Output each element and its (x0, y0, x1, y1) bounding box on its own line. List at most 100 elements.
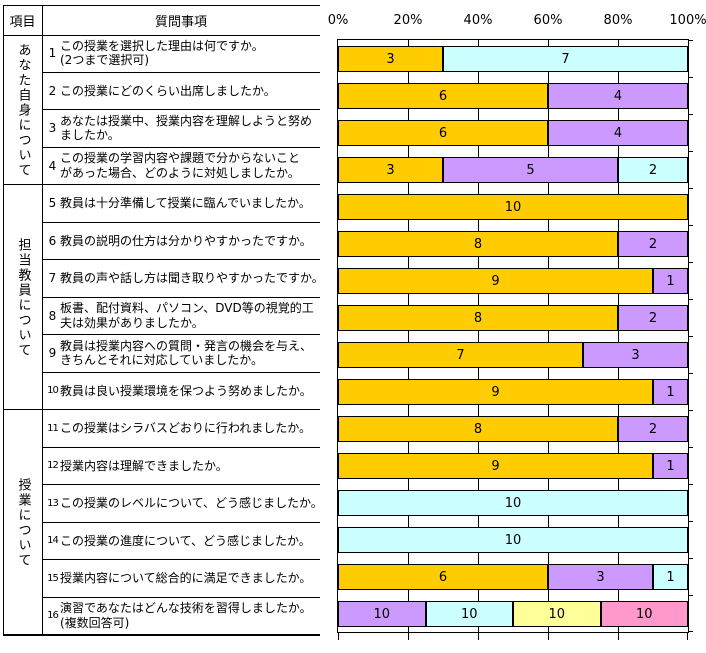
bar-segment: 5 (443, 157, 618, 183)
value-axis-tick (408, 632, 409, 640)
question-row: 12 授業内容は理解できましたか。 (43, 448, 320, 485)
question-number: 7 (48, 271, 57, 286)
bar-row: 10 (338, 490, 688, 516)
axis-tick-label: 100% (669, 13, 706, 28)
bar-segment: 10 (338, 527, 688, 553)
question-row: 10 教員は良い授業環境を保つよう努めましたか。 (43, 373, 320, 410)
question-text-line: あなたは授業中、授業内容を理解しようと努め (60, 113, 313, 128)
value-axis-tick (618, 632, 619, 640)
bar-segment: 3 (338, 157, 443, 183)
category-axis-tick (688, 262, 693, 263)
question-number: 1 (48, 46, 57, 61)
question-row: 6 教員の説明の仕方は分かりやすかったですか。 (43, 223, 320, 260)
question-text-line: 夫は効果がありましたか。 (60, 315, 204, 330)
segment-value-label: 7 (456, 347, 465, 363)
question-table: 項目 質問事項 あなた自身について 担当教員について 授業について 1 この授業を選択… (3, 5, 324, 636)
question-text-line: 板書、配付資料、パソコン、DVD等の視覚的工 (60, 301, 314, 316)
question-text-line: 授業内容について総合的に満足できましたか。 (60, 571, 312, 585)
question-text-line: ましたか。 (60, 128, 120, 143)
category-axis-tick (688, 631, 693, 632)
segment-value-label: 2 (648, 236, 658, 252)
category-axis-tick (688, 114, 693, 115)
axis-tick-label: 0% (327, 13, 349, 28)
segment-value-label: 7 (561, 51, 570, 67)
segment-value-label: 10 (504, 532, 522, 548)
question-text: 教員の声や話し方は聞き取りやすかったですか。 (60, 271, 324, 286)
segment-value-label: 9 (491, 458, 500, 474)
axis-tick-label: 80% (603, 13, 633, 28)
value-axis-tick (548, 632, 549, 640)
axis-tick-label: 60% (533, 13, 563, 28)
segment-value-label: 5 (526, 162, 535, 178)
bar-segment: 8 (338, 416, 618, 442)
bar-row: 6 3 1 (338, 564, 688, 590)
bar-segment: 1 (653, 564, 688, 590)
question-number: 5 (48, 196, 57, 211)
bar-segment: 6 (338, 564, 548, 590)
segment-value-label: 9 (491, 384, 500, 400)
segment-value-label: 1 (666, 384, 675, 400)
segment-value-label: 10 (635, 606, 653, 622)
question-text: 教員は授業内容への質問・発言の機会を与え、 きちんとそれに対応していましたか。 (60, 339, 312, 368)
question-text: この授業はシラバスどおりに行われましたか。 (60, 421, 311, 436)
segment-value-label: 8 (473, 310, 483, 326)
column-header-category: 項目 (9, 14, 36, 30)
bar-segment: 6 (338, 120, 548, 146)
question-text-line: 教員は十分準備して授業に臨んでいましたか。 (60, 196, 311, 210)
question-text-line: この授業の進度について、どう感じましたか。 (60, 533, 311, 548)
category-cell: あなた自身について (4, 35, 42, 185)
question-text-line: (複数回答可) (60, 615, 130, 630)
question-text: 教員は良い授業環境を保つよう努めましたか。 (60, 384, 312, 399)
question-row: 8 板書、配付資料、パソコン、DVD等の視覚的工 夫は効果がありましたか。 (43, 298, 320, 335)
question-text: この授業にどのくらい出席しましたか。 (60, 84, 276, 99)
bar-segment: 10 (338, 194, 688, 220)
segment-value-label: 3 (596, 569, 605, 585)
segment-value-label: 2 (648, 310, 658, 326)
bar-segment: 9 (338, 268, 653, 294)
value-axis-tick (687, 632, 688, 640)
question-row: 15 授業内容について総合的に満足できましたか。 (43, 560, 320, 598)
question-row: 16 演習であなたはどんな技術を習得しましたか。 (複数回答可) (43, 598, 320, 635)
value-axis-tick (338, 632, 339, 640)
question-row: 3 あなたは授業中、授業内容を理解しようと努め ましたか。 (43, 110, 320, 148)
category-cell: 担当教員について (4, 185, 42, 410)
table-column-divider (42, 5, 43, 636)
bar-segment: 9 (338, 379, 653, 405)
question-number: 2 (48, 83, 57, 98)
bar-segment: 4 (548, 120, 688, 146)
gridline (618, 40, 619, 632)
plot-area: 3 7 6 4 6 4 3 5 2 10 8 2 9 1 8 2 7 3 9 1 8 2 9 1 10 10 6 3 1 10 10 10 10 (337, 39, 693, 640)
question-text-line: この授業の学習内容や課題で分からないこと (60, 151, 301, 166)
segment-value-label: 4 (613, 125, 623, 141)
category-label: 授業について (15, 477, 31, 568)
segment-value-label: 10 (548, 606, 566, 622)
segment-value-label: 2 (648, 421, 658, 437)
segment-value-label: 10 (504, 495, 522, 511)
category-axis-tick (688, 410, 693, 411)
segment-value-label: 6 (438, 569, 448, 585)
bar-segment: 3 (548, 564, 653, 590)
category-axis-tick (688, 151, 693, 152)
segment-value-label: 1 (666, 273, 675, 289)
category-axis-tick (688, 225, 693, 226)
axis-tick-label: 40% (463, 13, 493, 28)
question-row: 14 この授業の進度について、どう感じましたか。 (43, 523, 320, 560)
question-number: 3 (48, 121, 57, 136)
question-number: 8 (48, 308, 57, 323)
category-axis-tick (688, 336, 693, 337)
category-axis-tick (688, 484, 693, 485)
bar-segment: 2 (618, 416, 688, 442)
question-number: 14 (47, 535, 59, 547)
question-row: 1 この授業を選択した理由は何ですか。 (2つまで選択可) (43, 35, 320, 73)
category-axis-tick (688, 188, 693, 189)
bar-segment: 1 (653, 268, 688, 294)
